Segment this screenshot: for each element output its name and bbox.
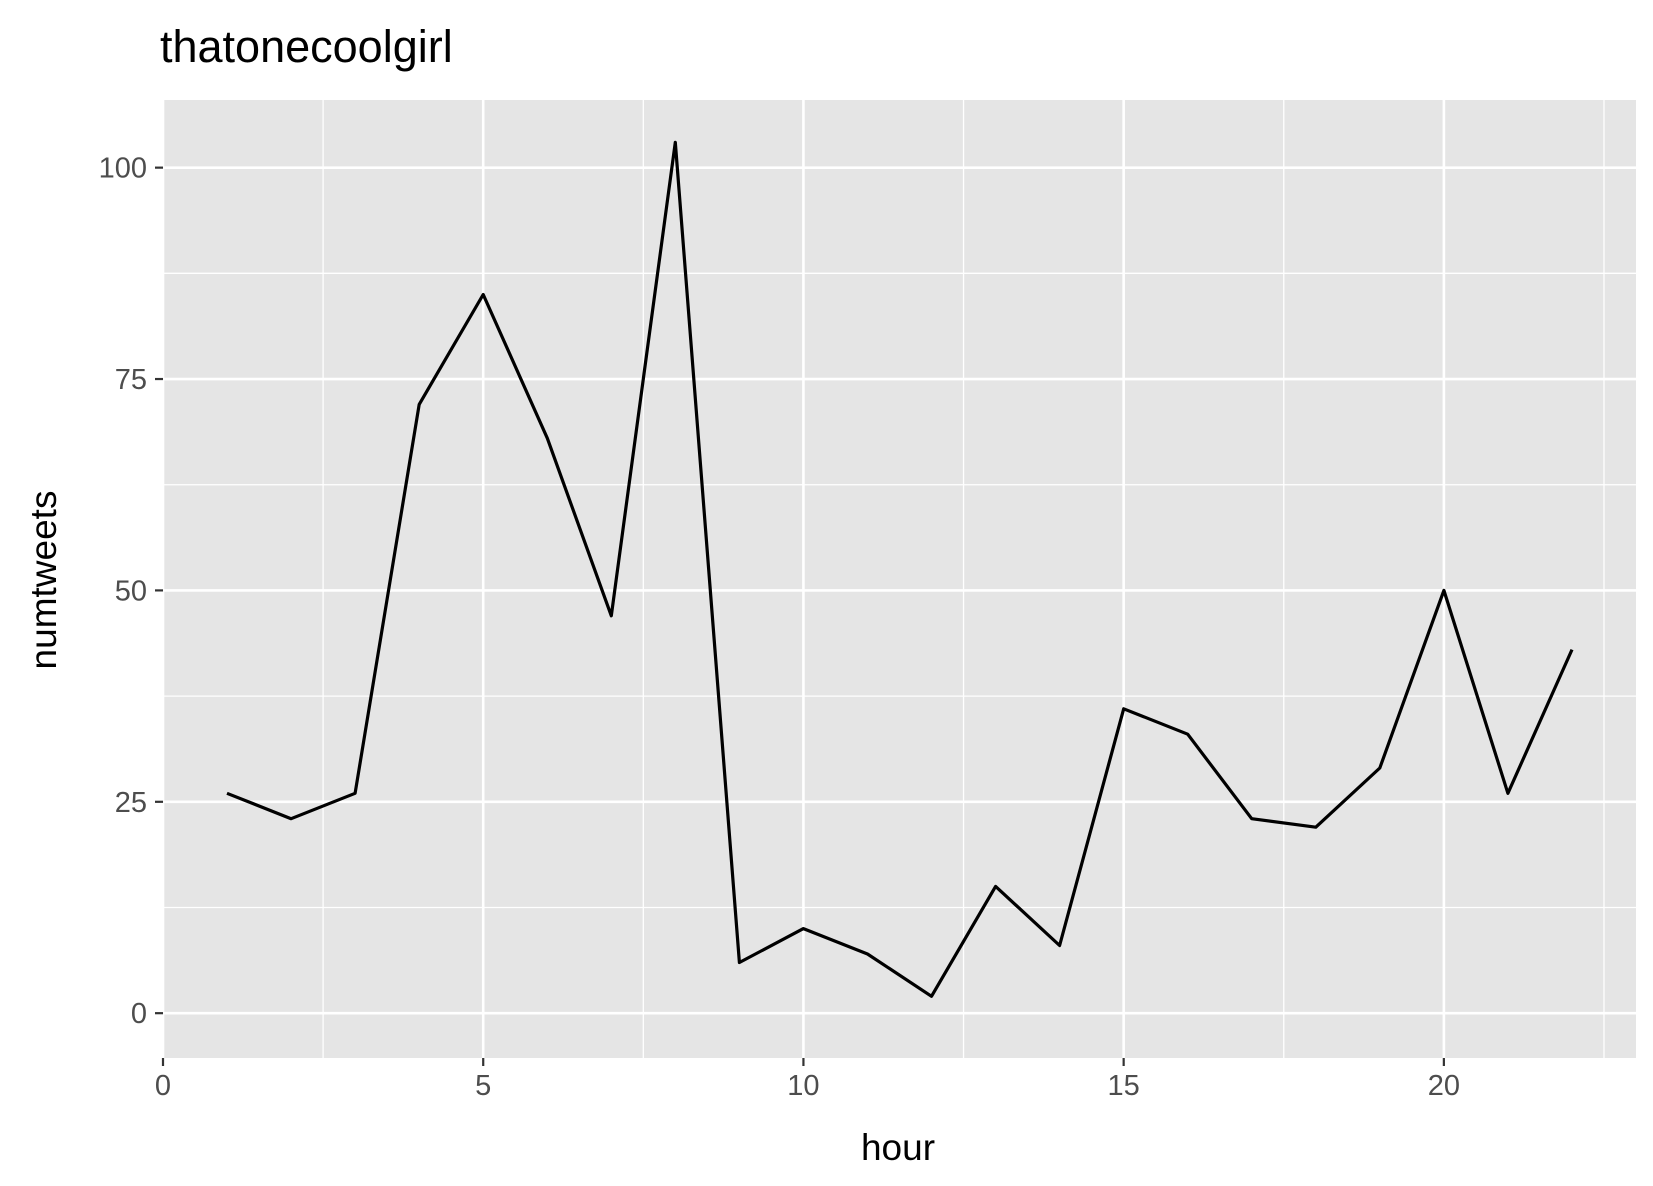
chart-title: thatonecoolgirl <box>160 21 453 72</box>
y-tick-label: 100 <box>99 153 147 185</box>
plot-panel <box>163 100 1636 1058</box>
x-axis-title: hour <box>861 1127 935 1168</box>
series-line-0 <box>226 140 1574 998</box>
major-gridlines <box>161 100 1636 1058</box>
x-tick-label: 0 <box>155 1070 171 1102</box>
x-tick-label: 5 <box>475 1070 491 1102</box>
minor-gridlines <box>163 100 1636 1058</box>
y-tick-label: 50 <box>115 575 147 607</box>
y-axis-title: numtweets <box>23 491 64 670</box>
y-tick-label: 25 <box>115 787 147 819</box>
series-layer <box>226 140 1574 998</box>
x-tick-label: 15 <box>1108 1070 1140 1102</box>
x-axis: 0 5 10 15 20 <box>155 1058 1460 1102</box>
x-tick-label: 10 <box>787 1070 819 1102</box>
x-tick-label: 20 <box>1428 1070 1460 1102</box>
y-tick-label: 0 <box>131 998 147 1030</box>
y-tick-label: 75 <box>115 364 147 396</box>
y-axis: 0 25 50 75 100 <box>99 153 163 1030</box>
